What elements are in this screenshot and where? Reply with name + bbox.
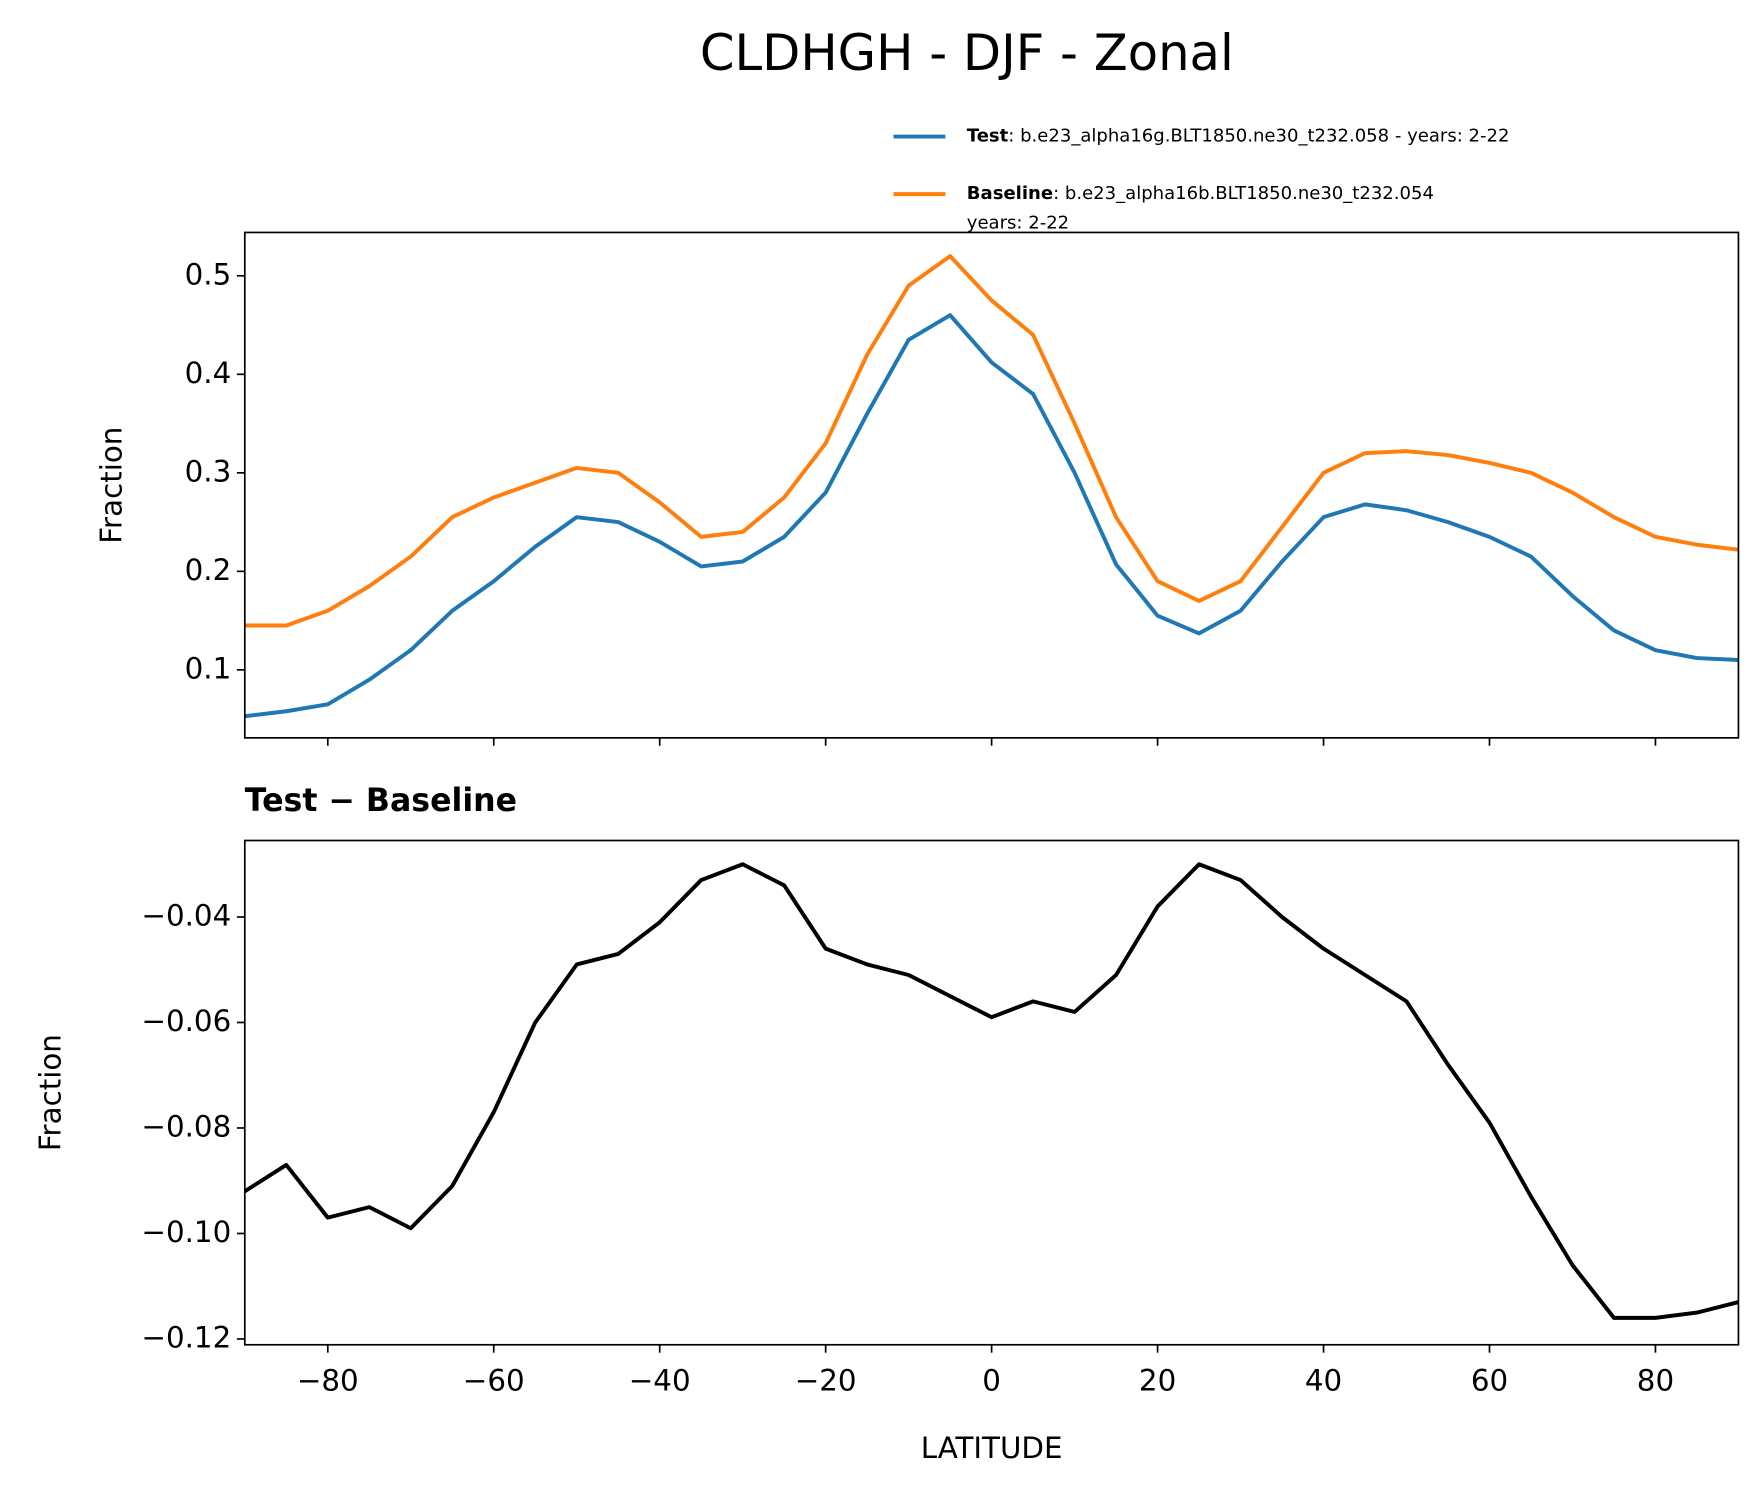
x-tick-label: 80 <box>1637 1364 1674 1398</box>
y-tick-label: 0.4 <box>185 356 232 390</box>
figure-title: CLDHGH - DJF - Zonal <box>700 24 1234 82</box>
y-tick-label: −0.06 <box>141 1004 231 1038</box>
y-tick-label: 0.3 <box>185 454 232 488</box>
legend-label: Test: b.e23_alpha16g.BLT1850.ne30_t232.0… <box>967 126 1510 147</box>
axes-frame <box>243 839 1740 1346</box>
y-tick-label: 0.1 <box>185 651 232 685</box>
axes-title: Test − Baseline <box>245 783 517 819</box>
legend-name: Baseline <box>967 183 1053 204</box>
x-tick-label: −40 <box>629 1364 691 1398</box>
legend-description: : b.e23_alpha16b.BLT1850.ne30_t232.054 <box>1053 183 1434 204</box>
y-tick-label: −0.10 <box>141 1215 231 1249</box>
y-tick-label: 0.5 <box>185 257 232 291</box>
x-axis-label: LATITUDE <box>921 1431 1063 1465</box>
y-tick-label: −0.04 <box>141 898 231 932</box>
x-tick-label: −80 <box>297 1364 359 1398</box>
y-axis-label: Fraction <box>33 1034 67 1151</box>
legend-name: Test <box>967 126 1009 147</box>
y-tick-label: −0.08 <box>141 1109 231 1143</box>
y-tick-label: −0.12 <box>141 1320 231 1354</box>
legend-description: : b.e23_alpha16g.BLT1850.ne30_t232.058 -… <box>1008 126 1509 147</box>
legend-description: years: 2-22 <box>967 212 1069 233</box>
y-axis-label: Fraction <box>94 427 128 544</box>
x-tick-label: 20 <box>1139 1364 1176 1398</box>
x-tick-label: 0 <box>982 1364 1001 1398</box>
data-line <box>244 862 1739 1320</box>
data-line <box>244 254 1739 628</box>
axes-frame <box>243 231 1740 739</box>
data-line <box>244 313 1739 719</box>
y-tick-label: 0.2 <box>185 553 232 587</box>
x-tick-label: 40 <box>1305 1364 1342 1398</box>
x-tick-label: −20 <box>795 1364 857 1398</box>
legend-label: Baseline: b.e23_alpha16b.BLT1850.ne30_t2… <box>967 183 1434 204</box>
x-tick-label: 60 <box>1471 1364 1508 1398</box>
x-tick-label: −60 <box>463 1364 525 1398</box>
